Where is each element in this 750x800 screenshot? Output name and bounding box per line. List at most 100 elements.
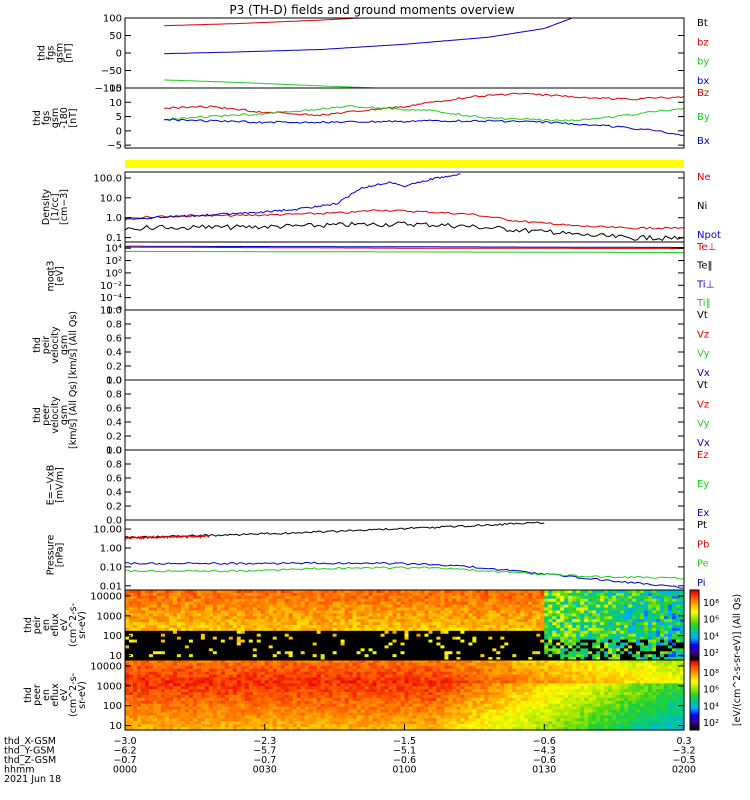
spectrogram-cell bbox=[240, 715, 246, 719]
spectrogram-cell bbox=[624, 592, 629, 597]
spectrogram-cell bbox=[388, 590, 394, 594]
spectrogram-cell bbox=[132, 712, 138, 717]
spectrogram-cell bbox=[125, 721, 130, 725]
spectrogram-cell bbox=[588, 601, 593, 606]
spectrogram-cell bbox=[260, 680, 266, 684]
spectrogram-cell bbox=[156, 619, 162, 623]
spectrogram-cell bbox=[344, 657, 350, 661]
spectrogram-cell bbox=[616, 654, 621, 658]
spectrogram-cell bbox=[324, 610, 330, 614]
spectrogram-cell bbox=[192, 724, 198, 728]
spectrogram-cell bbox=[224, 651, 230, 655]
spectrogram-cell bbox=[232, 715, 238, 719]
spectrogram-cell bbox=[540, 645, 545, 649]
spectrogram-cell bbox=[136, 721, 142, 725]
spectrogram-cell bbox=[152, 619, 158, 623]
spectrogram-cell bbox=[244, 695, 250, 699]
spectrogram-cell bbox=[196, 674, 202, 679]
spectrogram-cell bbox=[444, 613, 450, 617]
spectrogram-cell bbox=[252, 712, 258, 717]
spectrogram-cell bbox=[340, 625, 346, 629]
spectrogram-cell bbox=[244, 598, 250, 603]
spectrogram-cell bbox=[380, 607, 386, 612]
spectrogram-cell bbox=[200, 601, 206, 606]
spectrogram-cell bbox=[288, 616, 294, 620]
spectrogram-cell bbox=[292, 601, 298, 606]
spectrogram-cell bbox=[128, 651, 134, 655]
spectrogram-cell bbox=[628, 619, 633, 623]
spectrogram-cell bbox=[296, 683, 302, 687]
spectrogram-cell bbox=[232, 668, 238, 673]
spectrogram-cell bbox=[500, 645, 505, 649]
spectrogram-cell bbox=[580, 610, 585, 614]
spectrogram-cell bbox=[156, 654, 162, 658]
spectrogram-cell bbox=[424, 607, 430, 612]
spectrogram-cell bbox=[384, 645, 390, 649]
spectrogram-cell bbox=[344, 607, 350, 612]
spectrogram-cell bbox=[528, 654, 533, 658]
spectrogram-cell bbox=[356, 671, 362, 676]
spectrogram-cell bbox=[532, 590, 537, 594]
spectrogram-cell bbox=[500, 601, 505, 606]
spectrogram-cell bbox=[600, 630, 605, 635]
spectrogram-cell bbox=[464, 625, 469, 629]
spectrogram-cell bbox=[164, 633, 170, 638]
spectrogram-cell bbox=[392, 657, 398, 661]
spectrogram-cell bbox=[292, 697, 298, 702]
spectrogram-cell bbox=[292, 616, 298, 620]
spectrogram-cell bbox=[408, 622, 414, 626]
spectrogram-cell bbox=[140, 697, 146, 702]
spectrogram-cell bbox=[148, 724, 154, 728]
spectrogram-cell bbox=[268, 590, 274, 594]
spectrogram-cell bbox=[488, 598, 493, 603]
spectrogram-cell bbox=[204, 633, 210, 638]
spectrogram-cell bbox=[520, 657, 525, 661]
spectrogram-cell bbox=[680, 616, 685, 620]
spectrogram-cell bbox=[376, 645, 382, 649]
spectrogram-cell bbox=[436, 642, 442, 647]
spectrogram-cell bbox=[140, 668, 146, 673]
spectrogram-cell bbox=[652, 610, 657, 614]
spectrogram-cell bbox=[316, 592, 322, 597]
spectrogram-cell bbox=[292, 645, 298, 649]
spectrogram-cell bbox=[340, 689, 346, 693]
spectrogram-cell bbox=[232, 706, 238, 711]
spectrogram-cell bbox=[588, 619, 593, 623]
spectrogram-cell bbox=[236, 657, 242, 661]
spectrogram-cell bbox=[540, 610, 545, 614]
spectrogram-cell bbox=[452, 613, 457, 617]
spectrogram-cell bbox=[496, 613, 501, 617]
spectrogram-cell bbox=[352, 683, 358, 687]
spectrogram-cell bbox=[524, 590, 529, 594]
spectrogram-cell bbox=[616, 622, 621, 626]
spectrogram-cell bbox=[660, 592, 665, 597]
spectrogram-cell bbox=[256, 660, 262, 664]
spectrogram-cell bbox=[204, 590, 210, 594]
spectrogram-cell bbox=[296, 686, 302, 690]
spectrogram-cell bbox=[180, 636, 186, 641]
spectrogram-cell bbox=[304, 674, 310, 679]
spectrogram-cell bbox=[292, 695, 298, 699]
spectrogram-cell bbox=[540, 590, 545, 594]
spectrogram-cell bbox=[668, 607, 673, 612]
spectrogram-cell bbox=[660, 645, 665, 649]
spectrogram-cell bbox=[260, 627, 266, 632]
spectrogram-cell bbox=[660, 651, 665, 655]
spectrogram-cell bbox=[140, 601, 146, 606]
spectrogram-cell bbox=[456, 651, 461, 655]
spectrogram-cell bbox=[280, 706, 286, 711]
spectrogram-cell bbox=[208, 686, 214, 690]
spectrogram-cell bbox=[512, 592, 517, 597]
spectrogram-cell bbox=[640, 601, 645, 606]
spectrogram-cell bbox=[660, 639, 665, 644]
spectrogram-cell bbox=[412, 622, 418, 626]
spectrogram-cell bbox=[216, 686, 222, 690]
spectrogram-cell bbox=[500, 616, 505, 620]
spectrogram-cell bbox=[640, 642, 645, 647]
spectrogram-cell bbox=[308, 700, 314, 705]
spectrogram-cell bbox=[556, 625, 561, 629]
spectrogram-cell bbox=[280, 657, 286, 661]
spectrogram-cell bbox=[280, 630, 286, 635]
spectrogram-cell bbox=[300, 700, 306, 705]
spectrogram-cell bbox=[444, 633, 450, 638]
